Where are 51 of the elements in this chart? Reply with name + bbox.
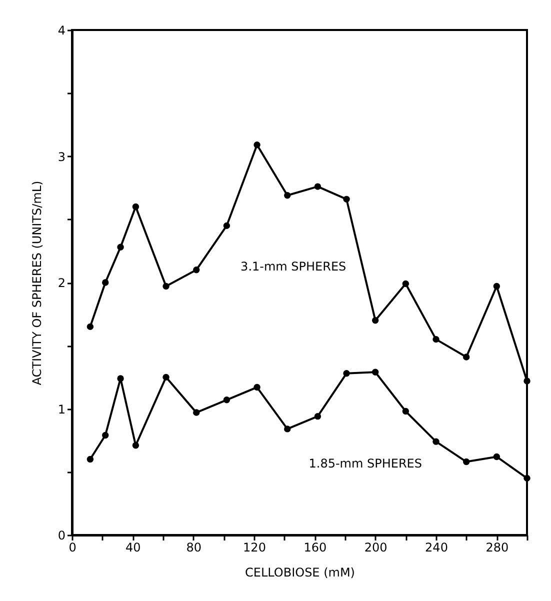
y-tick-label: 1	[58, 402, 66, 416]
x-tick-label: 240	[425, 540, 448, 554]
point	[102, 432, 109, 439]
point	[254, 384, 260, 391]
point	[402, 408, 410, 415]
x-tick-label: 40	[126, 540, 141, 554]
point	[343, 370, 350, 377]
point	[432, 336, 440, 343]
x-tick-label: 160	[304, 540, 327, 554]
point	[162, 282, 170, 290]
point	[193, 409, 200, 416]
point	[284, 192, 291, 199]
point	[372, 368, 379, 376]
point	[223, 396, 230, 404]
point	[117, 375, 124, 382]
point	[493, 282, 500, 290]
point	[372, 317, 379, 324]
point	[314, 183, 322, 190]
y-tick-label: 0	[58, 528, 66, 542]
point	[524, 378, 530, 384]
point	[254, 142, 260, 148]
point	[314, 412, 322, 420]
x-tick-label: 120	[243, 540, 266, 554]
x-tick-label: 0	[68, 540, 76, 554]
point	[493, 453, 500, 460]
point	[343, 196, 350, 203]
point	[524, 474, 530, 482]
x-tick-label: 80	[186, 540, 202, 554]
point	[102, 279, 109, 286]
point	[462, 458, 470, 466]
point	[117, 244, 124, 250]
point	[432, 438, 440, 445]
point	[402, 280, 410, 288]
point	[132, 442, 140, 449]
x-tick-label: 280	[486, 540, 509, 554]
point	[86, 456, 94, 463]
point	[284, 426, 291, 432]
point	[132, 203, 140, 210]
y-tick-label: 4	[58, 24, 66, 38]
annotation: 3.1-mm SPHERES	[240, 260, 346, 274]
y-tick-label: 2	[58, 276, 66, 290]
point	[462, 354, 470, 360]
annotation: 1.85-mm SPHERES	[308, 456, 422, 471]
y-axis-title: ACTIVITY OF SPHERES (UNITS/mL)	[30, 180, 44, 386]
point	[223, 222, 230, 230]
x-tick-label: 200	[364, 540, 388, 554]
point	[193, 266, 200, 274]
y-tick-label: 3	[58, 150, 66, 164]
point	[162, 374, 170, 381]
point	[86, 323, 94, 330]
x-axis-title: CELLOBIOSE (mM)	[245, 566, 355, 580]
